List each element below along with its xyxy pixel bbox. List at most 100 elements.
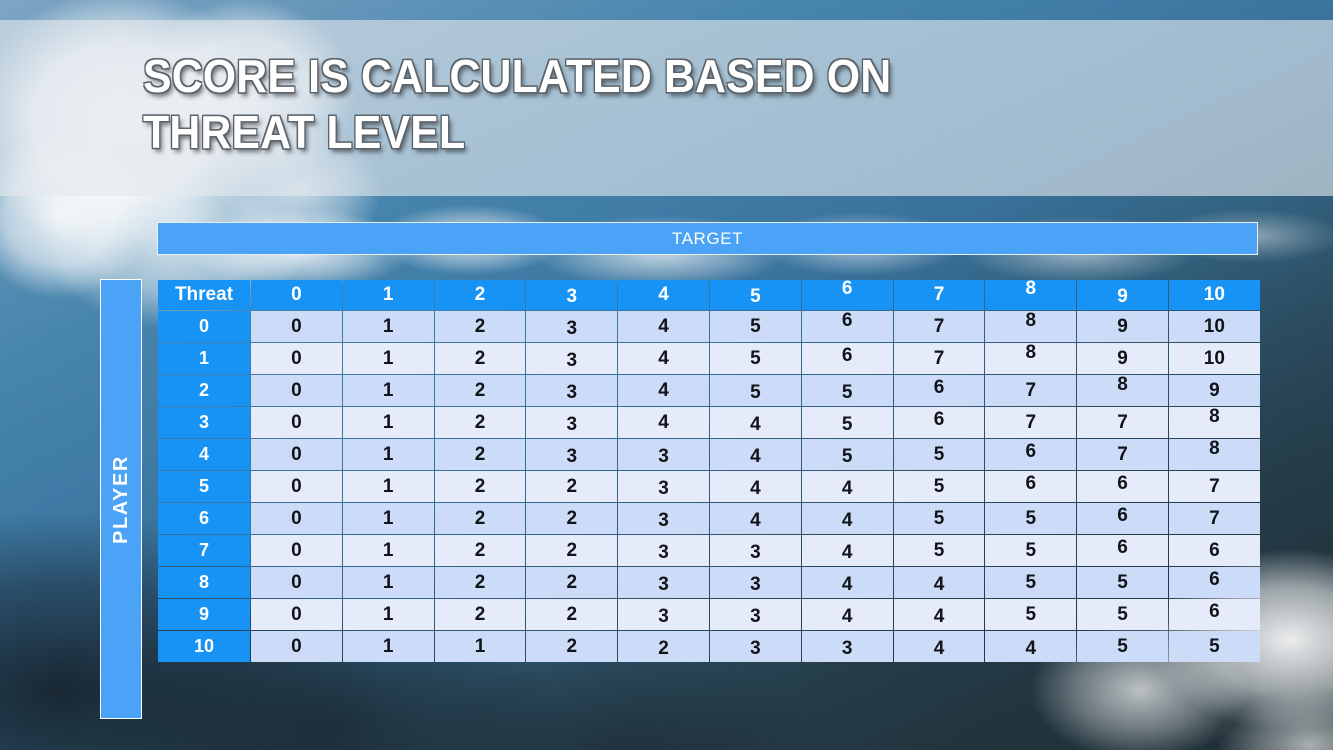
matrix-cell-r6-c9: 6 <box>1077 503 1168 534</box>
matrix-cell-r3-c6: 5 <box>801 407 893 438</box>
matrix-cell-value: 2 <box>474 507 486 529</box>
matrix-cell-r8-c6: 4 <box>801 567 893 598</box>
matrix-column-header-4: 4 <box>618 280 709 310</box>
matrix-cell-r2-c4: 4 <box>618 375 709 406</box>
matrix-cell-r7-c5: 3 <box>709 535 801 566</box>
matrix-cell-value: 3 <box>658 445 669 467</box>
matrix-cell-r1-c4: 4 <box>618 343 709 374</box>
matrix-cell-value: 7 <box>1025 379 1037 401</box>
column-header-value: 8 <box>1025 278 1037 299</box>
matrix-cell-value: 7 <box>933 347 945 369</box>
matrix-cell-r4-c9: 7 <box>1077 439 1168 470</box>
matrix-cell-r3-c1: 1 <box>342 407 434 438</box>
matrix-cell-r4-c3: 3 <box>526 439 618 470</box>
matrix-cell-r0-c2: 2 <box>434 311 526 342</box>
matrix-corner-header: Threat <box>158 280 250 310</box>
column-header-value: 3 <box>566 286 578 307</box>
matrix-cell-r7-c4: 3 <box>618 535 709 566</box>
matrix-cell-r3-c9: 7 <box>1077 407 1168 438</box>
matrix-cell-value: 4 <box>658 379 669 401</box>
matrix-row-header-7: 7 <box>158 535 250 566</box>
matrix-cell-r7-c1: 1 <box>342 535 434 566</box>
matrix-cell-r10-c10: 5 <box>1168 631 1260 662</box>
matrix-cell-r5-c3: 2 <box>526 471 618 502</box>
matrix-cell-r6-c0: 0 <box>251 503 342 534</box>
matrix-cell-r9-c7: 4 <box>893 599 985 630</box>
matrix-cell-r9-c1: 1 <box>342 599 434 630</box>
matrix-cell-r4-c2: 2 <box>434 439 526 470</box>
column-header-value: 2 <box>474 284 486 305</box>
matrix-cell-r1-c1: 1 <box>342 343 434 374</box>
matrix-cell-value: 8 <box>1209 437 1220 459</box>
matrix-cell-value: 5 <box>1117 635 1128 657</box>
matrix-cell-r0-c1: 1 <box>342 311 434 342</box>
matrix-cell-r10-c8: 4 <box>985 631 1077 662</box>
matrix-header-row: Threat 0 1 2 3 4 5 6 7 8 9 10 <box>158 278 1260 310</box>
matrix-cell-value: 3 <box>658 509 669 531</box>
matrix-cell-r1-c5: 5 <box>709 343 801 374</box>
matrix-cell-r0-c7: 7 <box>893 311 985 342</box>
matrix-cell-value: 4 <box>841 605 853 627</box>
matrix-cell-r1-c9: 9 <box>1077 343 1168 374</box>
matrix-cell-r5-c1: 1 <box>342 471 434 502</box>
matrix-row: 7 0 1 2 2 3 3 4 5 5 6 6 <box>158 535 1260 566</box>
column-header-value: 0 <box>291 284 302 305</box>
matrix-row: 0 0 1 2 3 4 5 6 7 8 9 10 <box>158 309 1260 342</box>
matrix-row: 4 0 1 2 3 3 4 5 5 6 7 8 <box>158 437 1260 470</box>
matrix-row: 8 0 1 2 2 3 3 4 4 5 5 6 <box>158 567 1260 598</box>
matrix-cell-value: 0 <box>291 635 302 657</box>
matrix-cell-value: 3 <box>566 349 578 371</box>
matrix-cell-r7-c0: 0 <box>251 535 342 566</box>
matrix-cell-r1-c2: 2 <box>434 343 526 374</box>
matrix-cell-r6-c10: 7 <box>1168 503 1260 534</box>
matrix-cell-value: 1 <box>382 315 394 337</box>
matrix-cell-r9-c6: 4 <box>801 599 893 630</box>
matrix-cell-r1-c6: 6 <box>801 343 893 374</box>
matrix-row: 1 0 1 2 3 4 5 6 7 8 9 10 <box>158 342 1260 374</box>
matrix-cell-value: 6 <box>1025 440 1037 462</box>
column-header-value: 6 <box>841 278 853 299</box>
matrix-cell-r6-c5: 4 <box>709 503 801 534</box>
matrix-cell-r2-c0: 0 <box>251 375 342 406</box>
matrix-cell-r4-c6: 5 <box>801 439 893 470</box>
matrix-cell-r6-c4: 3 <box>618 503 709 534</box>
matrix-cell-r7-c10: 6 <box>1168 535 1260 566</box>
matrix-cell-r8-c9: 5 <box>1077 567 1168 598</box>
matrix-cell-value: 1 <box>382 475 394 497</box>
matrix-cell-value: 10 <box>1203 315 1225 337</box>
matrix-cell-value: 3 <box>566 381 578 403</box>
matrix-cell-value: 2 <box>474 475 486 497</box>
matrix-cell-value: 4 <box>933 573 945 595</box>
matrix-cell-value: 2 <box>566 507 578 529</box>
matrix-cell-value: 0 <box>291 475 302 497</box>
matrix-cell-r2-c5: 5 <box>709 375 801 406</box>
matrix-cell-value: 5 <box>750 347 761 369</box>
matrix-cell-r10-c6: 3 <box>801 631 893 662</box>
matrix-cell-r9-c5: 3 <box>709 599 801 630</box>
matrix-cell-r7-c7: 5 <box>893 535 985 566</box>
matrix-cell-r8-c8: 5 <box>985 567 1077 598</box>
matrix-cell-r1-c10: 10 <box>1168 343 1260 374</box>
matrix-cell-value: 2 <box>566 603 578 625</box>
matrix-cell-value: 3 <box>658 573 669 595</box>
matrix-row-header-1: 1 <box>158 343 250 374</box>
matrix-cell-value: 4 <box>750 477 761 499</box>
matrix-cell-value: 8 <box>1209 405 1220 427</box>
matrix-cell-value: 7 <box>1209 507 1220 529</box>
matrix-cell-r6-c2: 2 <box>434 503 526 534</box>
matrix-cell-value: 2 <box>474 571 486 593</box>
matrix-cell-r5-c2: 2 <box>434 471 526 502</box>
matrix-cell-value: 4 <box>658 315 669 337</box>
matrix-cell-r4-c8: 6 <box>985 439 1077 470</box>
matrix-cell-r4-c0: 0 <box>251 439 342 470</box>
matrix-row: 5 0 1 2 2 3 4 4 5 6 6 7 <box>158 471 1260 502</box>
matrix-cell-value: 2 <box>566 539 578 561</box>
matrix-cell-r5-c6: 4 <box>801 471 893 502</box>
matrix-cell-value: 5 <box>841 381 853 403</box>
matrix-cell-value: 6 <box>1117 536 1128 558</box>
matrix-cell-value: 5 <box>1025 603 1037 625</box>
matrix-cell-r4-c7: 5 <box>893 439 985 470</box>
matrix-cell-value: 3 <box>658 477 669 499</box>
matrix-cell-value: 1 <box>382 635 394 657</box>
matrix-cell-value: 6 <box>841 309 853 331</box>
